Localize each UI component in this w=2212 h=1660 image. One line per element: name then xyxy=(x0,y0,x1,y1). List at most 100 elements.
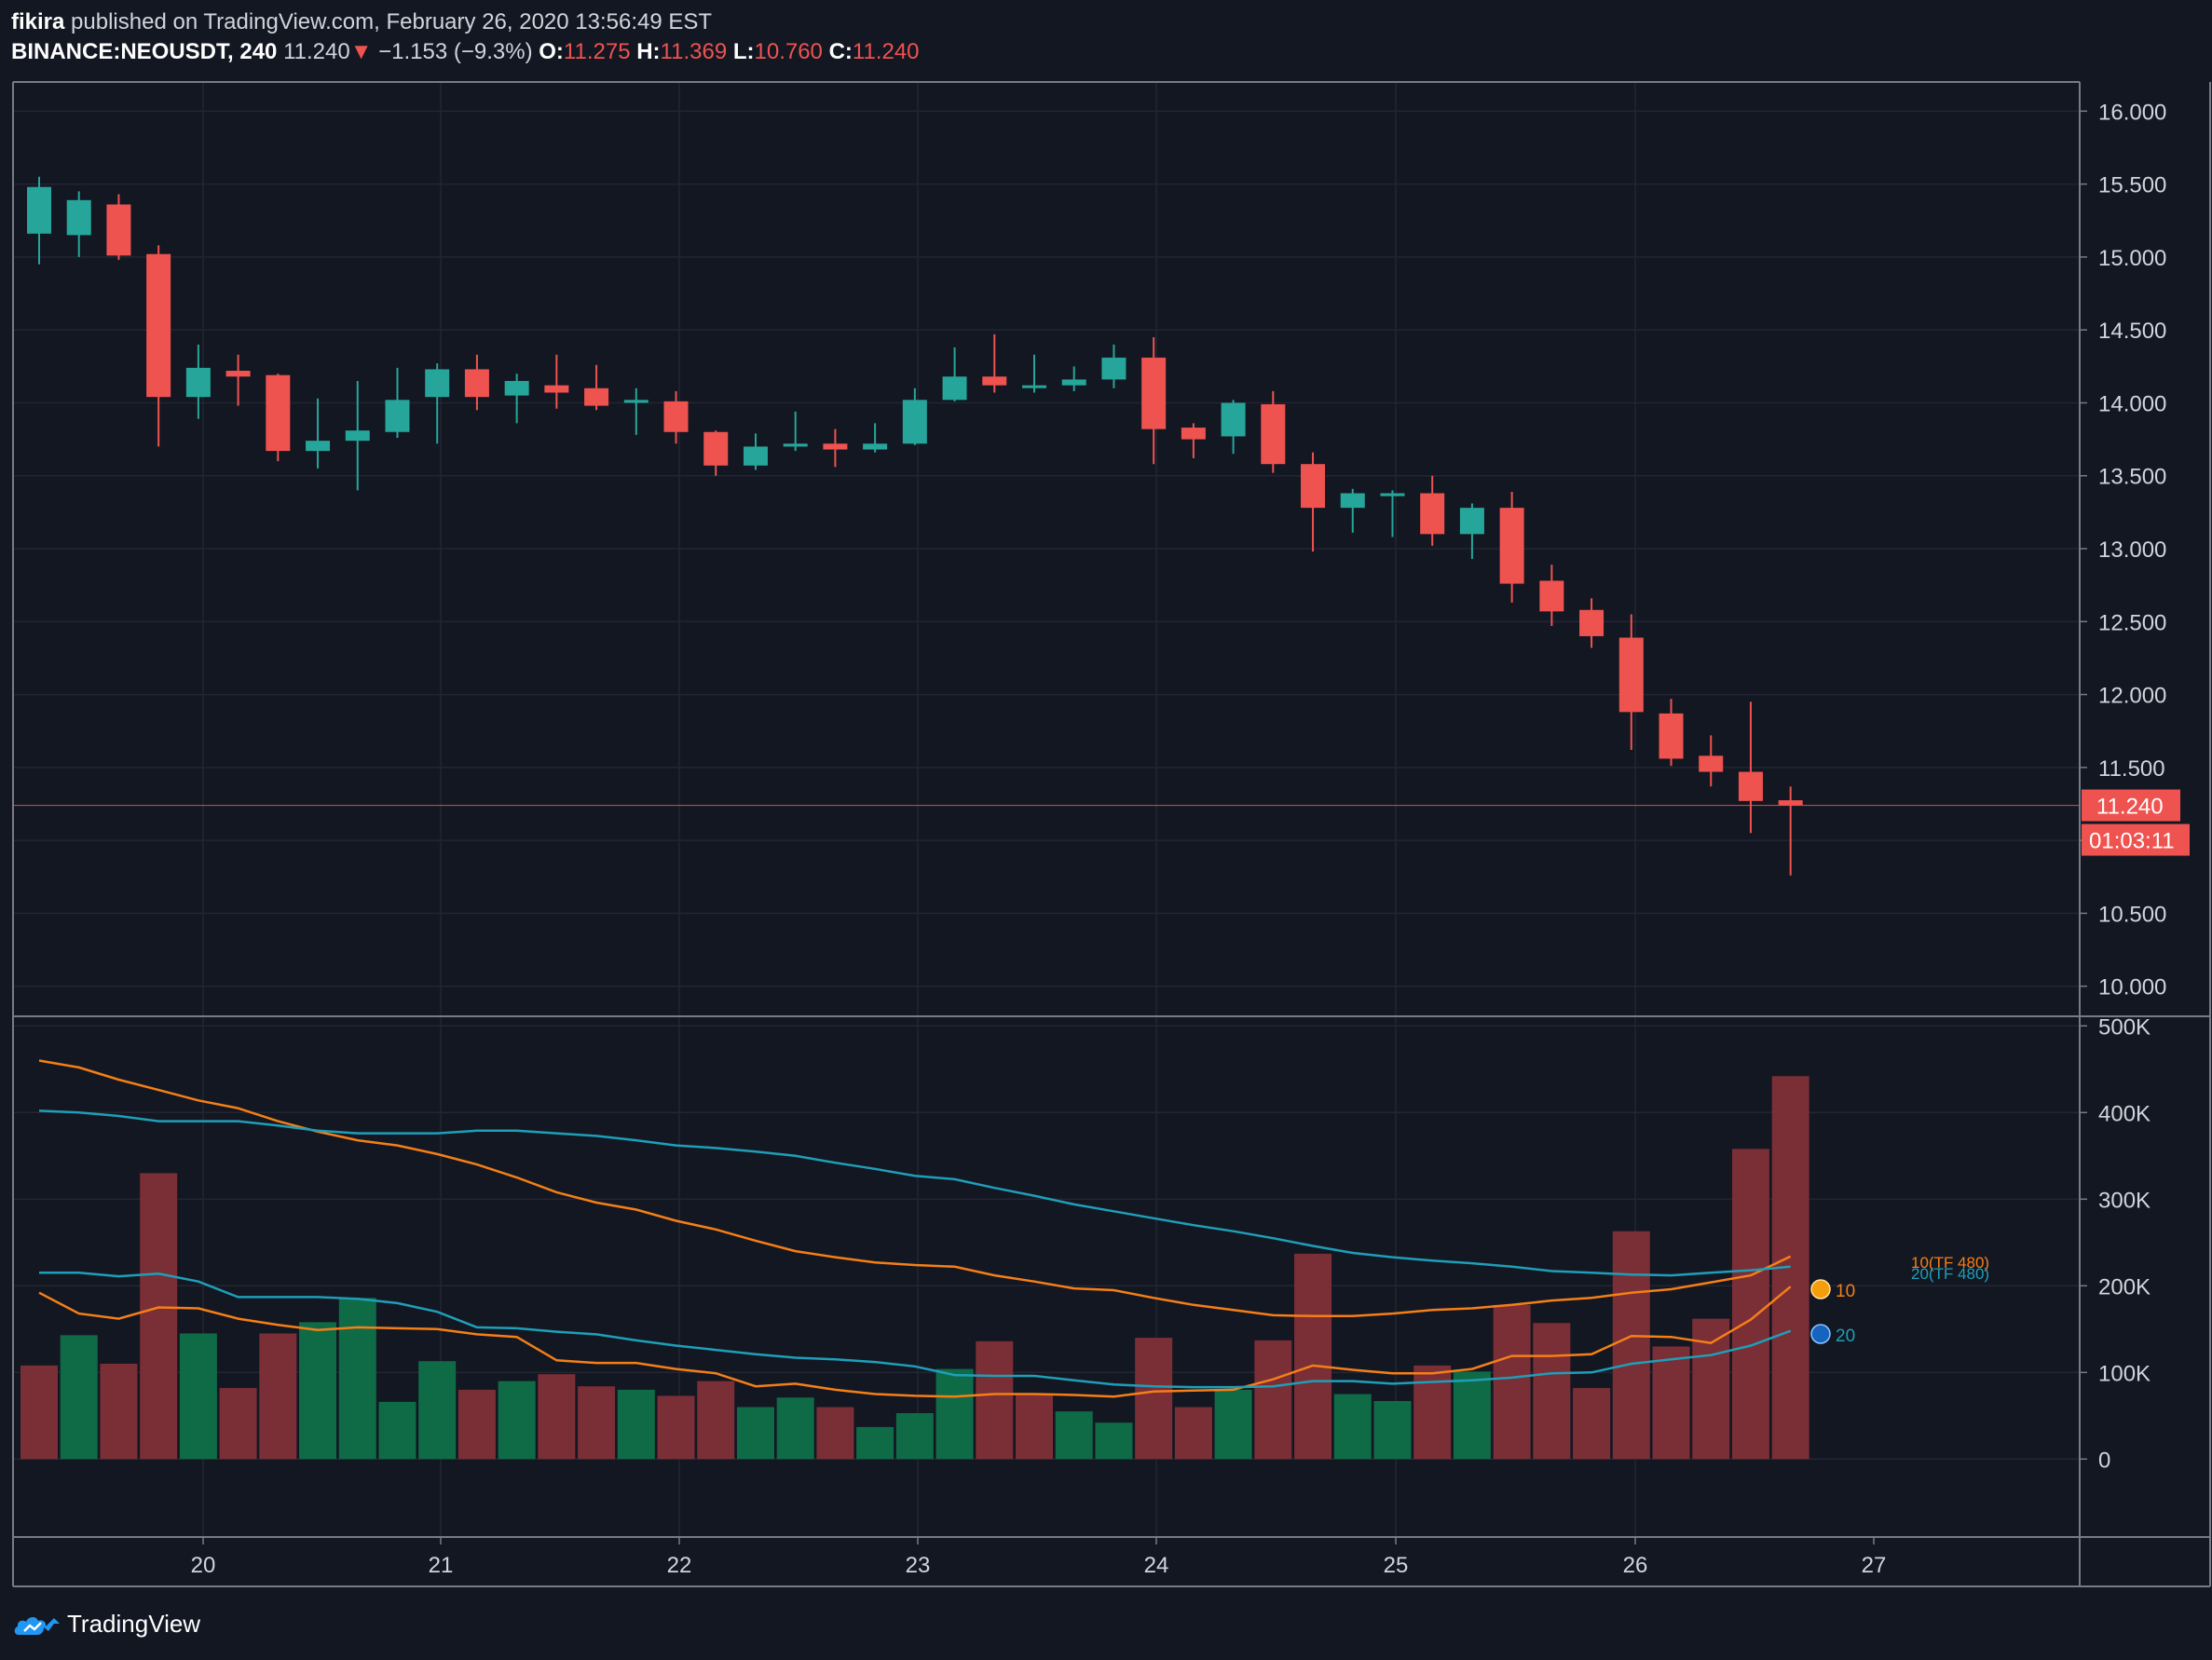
candle-body xyxy=(185,367,211,398)
ma-line xyxy=(39,1272,1792,1389)
last-price-badge-label: 11.240 xyxy=(2096,795,2164,820)
volume-bar xyxy=(179,1333,217,1460)
close-label: C: xyxy=(828,39,853,64)
volume-tick-label: 0 xyxy=(2098,1448,2110,1473)
ma10-marker-icon xyxy=(1810,1279,1831,1299)
volume-tick-label: 300K xyxy=(2098,1188,2151,1213)
candle-body xyxy=(1101,357,1126,380)
price-tick-label: 13.000 xyxy=(2098,537,2166,563)
time-tick-label: 21 xyxy=(429,1553,454,1578)
price-change: −1.153 (−9.3%) xyxy=(378,39,533,64)
time-tick-label: 24 xyxy=(1144,1553,1169,1578)
candle-body xyxy=(306,441,331,452)
price-tick-label: 12.000 xyxy=(2098,684,2166,709)
tradingview-footer[interactable]: TradingView xyxy=(13,1610,200,1639)
volume-bar xyxy=(1413,1365,1452,1460)
candle-body xyxy=(1261,404,1286,465)
candle-body xyxy=(623,400,649,403)
volume-tick-label: 100K xyxy=(2098,1361,2151,1386)
volume-bar xyxy=(976,1340,1014,1460)
volume-bar xyxy=(895,1413,934,1460)
volume-bar xyxy=(856,1426,894,1460)
time-axis[interactable]: 20 21 22 23 24 25 26 27 xyxy=(191,1537,1887,1578)
time-tick-label: 20 xyxy=(191,1553,216,1578)
ma-line xyxy=(38,1109,1791,1277)
ma-line xyxy=(38,1059,1792,1318)
volume-bar xyxy=(1214,1389,1252,1460)
volume-bars xyxy=(20,1076,1809,1460)
candle-body xyxy=(1539,580,1564,612)
open-label: O: xyxy=(539,39,564,64)
candle-body xyxy=(863,443,888,450)
candle-body xyxy=(1459,508,1484,535)
price-tick-label: 10.000 xyxy=(2098,975,2166,1000)
price-tick-label: 15.500 xyxy=(2098,173,2166,198)
brand-name: TradingView xyxy=(67,1610,201,1638)
volume-bar xyxy=(1055,1411,1093,1460)
volume-bar xyxy=(1373,1400,1412,1460)
chart-header: fikira published on TradingView.com, Feb… xyxy=(11,7,920,67)
candle-body xyxy=(1340,493,1365,509)
change-arrow-icon: ▼ xyxy=(349,39,373,64)
chart-frame xyxy=(12,81,2211,1587)
candle-body xyxy=(942,376,967,401)
candle-body xyxy=(106,204,131,256)
publish-line: fikira published on TradingView.com, Feb… xyxy=(11,7,920,37)
symbol-label[interactable]: BINANCE:NEOUSDT, 240 xyxy=(11,39,278,64)
time-tick-label: 23 xyxy=(906,1553,931,1578)
time-tick-label: 22 xyxy=(667,1553,692,1578)
countdown-badge-label: 01:03:11 xyxy=(2089,829,2175,854)
candle-body xyxy=(902,400,927,444)
candle-body xyxy=(544,385,569,393)
volume-bar xyxy=(1174,1407,1212,1460)
candle-body xyxy=(1699,755,1724,772)
low-label: L: xyxy=(732,39,755,64)
candle-body xyxy=(1061,379,1086,386)
legend-ma20-tf480: 20(TF 480) xyxy=(1911,1265,1989,1283)
price-tick-label: 11.500 xyxy=(2098,756,2165,782)
candle-body xyxy=(1380,493,1405,497)
volume-bar xyxy=(259,1333,297,1460)
volume-bar xyxy=(219,1388,257,1460)
candle-body xyxy=(823,443,848,450)
volume-bar xyxy=(1016,1394,1053,1460)
candle-body xyxy=(1659,713,1684,759)
volume-bar xyxy=(1692,1318,1730,1460)
volume-bar xyxy=(1333,1394,1372,1460)
volume-bar xyxy=(1294,1253,1332,1460)
volume-bar xyxy=(100,1364,138,1460)
volume-bar xyxy=(538,1374,576,1460)
low-value: 10.760 xyxy=(754,39,823,64)
candle-body xyxy=(1022,385,1046,388)
tradingview-cloud-logo-icon xyxy=(14,1616,60,1635)
ohlc-line: BINANCE:NEOUSDT, 240 11.240▼ −1.153 (−9.… xyxy=(11,37,920,67)
candle-body xyxy=(1301,464,1326,509)
volume-bar xyxy=(1533,1323,1571,1460)
candle-body xyxy=(783,443,808,447)
candle-body xyxy=(1738,771,1763,801)
volume-tick-label: 500K xyxy=(2098,1014,2151,1040)
price-axis[interactable]: 16.000 15.500 15.000 14.500 14.000 13.500 13.0… xyxy=(2080,100,2166,1000)
countdown-badge xyxy=(2082,823,2190,856)
volume-axis[interactable]: 500K 400K 300K 200K 100K 0 xyxy=(2080,1014,2151,1473)
legend-ma20: 20 xyxy=(1836,1327,1855,1346)
candle-body xyxy=(1579,609,1604,636)
volume-bar xyxy=(697,1381,735,1460)
candle-body xyxy=(66,199,91,236)
price-tick-label: 12.500 xyxy=(2098,610,2166,635)
candle-body xyxy=(225,370,251,377)
open-value: 11.275 xyxy=(563,39,631,64)
price-tick-label: 13.500 xyxy=(2098,465,2166,490)
volume-tick-label: 200K xyxy=(2098,1274,2151,1299)
volume-tick-label: 400K xyxy=(2098,1101,2151,1126)
volume-bar xyxy=(1493,1304,1531,1460)
volume-bar xyxy=(1573,1388,1611,1460)
time-tick-label: 27 xyxy=(1862,1553,1887,1578)
high-label: H: xyxy=(636,39,661,64)
volume-bar xyxy=(816,1407,854,1460)
author-name[interactable]: fikira xyxy=(11,9,65,34)
candle-body xyxy=(1618,637,1644,713)
candle-body xyxy=(663,401,689,432)
candle-body xyxy=(266,374,291,452)
